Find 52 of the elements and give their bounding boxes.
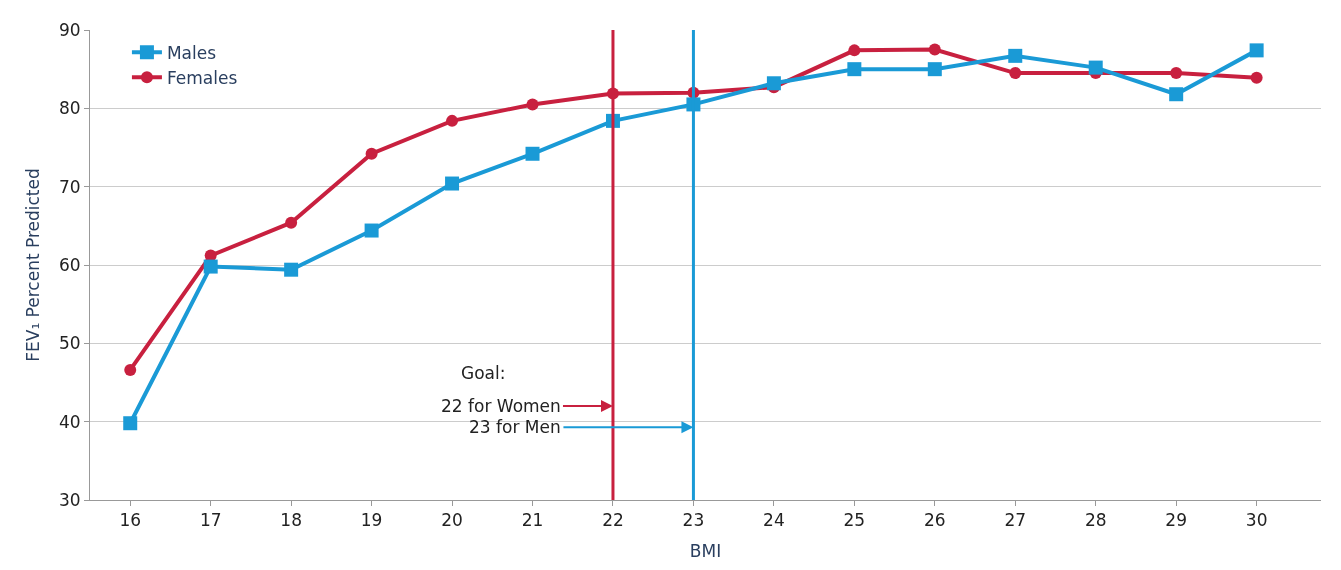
point xyxy=(847,62,862,77)
x-tick-label: 22 xyxy=(602,510,624,531)
x-tick-label: 29 xyxy=(1165,510,1187,531)
x-tick-label: 17 xyxy=(199,510,222,531)
point xyxy=(203,259,218,274)
point xyxy=(284,262,299,277)
point xyxy=(1169,87,1184,102)
legend-label: Females xyxy=(166,67,238,88)
ref-line-label: 22 for Women xyxy=(441,396,561,416)
point xyxy=(1088,60,1103,75)
point xyxy=(445,176,460,191)
point xyxy=(848,44,861,57)
legend-label: Males xyxy=(166,42,217,63)
point xyxy=(1008,48,1023,63)
y-tick-label: 70 xyxy=(58,176,81,197)
point xyxy=(1250,71,1263,84)
x-axis-title: BMI xyxy=(689,540,722,561)
x-tick-label: 25 xyxy=(843,510,866,531)
x-tick-label: 24 xyxy=(763,510,785,531)
x-tick-label: 19 xyxy=(360,510,383,531)
x-tick-label: 16 xyxy=(119,510,142,531)
annotation: Goal: xyxy=(461,363,506,383)
point xyxy=(1009,67,1022,80)
y-tick-label: 60 xyxy=(58,254,81,275)
y-axis-title: FEV₁ Percent Predicted xyxy=(22,168,43,362)
point xyxy=(766,76,781,91)
ref-line-label: 23 for Men xyxy=(469,417,561,437)
x-tick-label: 26 xyxy=(923,510,946,531)
y-tick-label: 30 xyxy=(58,489,81,510)
point xyxy=(928,43,941,56)
y-tick-label: 90 xyxy=(58,19,81,40)
point xyxy=(1170,67,1183,80)
point xyxy=(1249,43,1264,58)
point xyxy=(124,363,137,376)
x-tick-label: 30 xyxy=(1245,510,1268,531)
point xyxy=(364,223,379,238)
x-tick-label: 27 xyxy=(1004,510,1027,531)
point xyxy=(285,216,298,229)
point xyxy=(446,114,459,127)
point xyxy=(123,416,138,431)
y-tick-label: 40 xyxy=(58,411,81,432)
point xyxy=(526,98,539,111)
x-tick-label: 20 xyxy=(441,510,463,531)
point xyxy=(365,147,378,160)
x-tick-label: 23 xyxy=(682,510,705,531)
x-tick-label: 18 xyxy=(280,510,302,531)
y-tick-label: 80 xyxy=(58,98,81,119)
x-tick-label: 28 xyxy=(1084,510,1107,531)
x-tick-label: 21 xyxy=(521,510,544,531)
point xyxy=(525,146,540,161)
point xyxy=(927,62,942,77)
y-tick-label: 50 xyxy=(58,333,81,354)
